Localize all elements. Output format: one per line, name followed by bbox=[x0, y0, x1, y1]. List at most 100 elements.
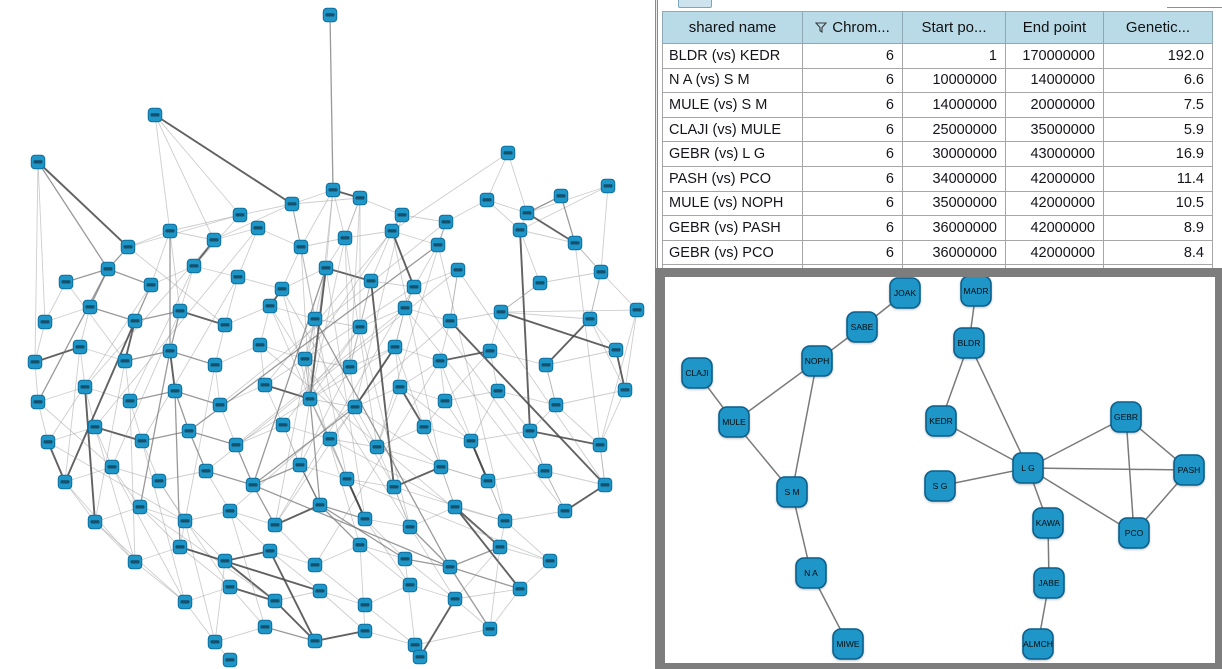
cell-shared-name[interactable]: MULE (vs) NOPH bbox=[662, 190, 803, 217]
table-row[interactable]: GEBR (vs) PASH 6 36000000 42000000 8.9 bbox=[662, 215, 1213, 241]
overview-node[interactable] bbox=[387, 339, 403, 355]
detail-node-madr[interactable]: MADR bbox=[960, 277, 992, 307]
overview-node[interactable] bbox=[228, 437, 244, 453]
table-row[interactable]: NOPH (vs) S M636000000420000009.9 bbox=[662, 264, 1213, 268]
overview-node[interactable] bbox=[292, 457, 308, 473]
overview-node[interactable] bbox=[262, 298, 278, 314]
overview-node[interactable] bbox=[557, 503, 573, 519]
cell-value[interactable]: 14000000 bbox=[1005, 67, 1104, 94]
overview-node[interactable] bbox=[597, 477, 613, 493]
cell-shared-name[interactable]: BLDR (vs) KEDR bbox=[662, 43, 803, 69]
overview-node[interactable] bbox=[592, 437, 608, 453]
overview-node[interactable] bbox=[40, 434, 56, 450]
overview-node[interactable] bbox=[463, 433, 479, 449]
overview-node[interactable] bbox=[537, 463, 553, 479]
cell-value[interactable]: 36000000 bbox=[902, 239, 1006, 266]
overview-node[interactable] bbox=[30, 394, 46, 410]
cell-shared-name[interactable]: PASH (vs) PCO bbox=[662, 165, 803, 192]
detail-node-shape[interactable] bbox=[846, 311, 878, 343]
cell-value[interactable]: 43000000 bbox=[1005, 141, 1104, 167]
overview-node[interactable] bbox=[406, 279, 422, 295]
overview-node[interactable] bbox=[352, 190, 368, 206]
detail-node-shape[interactable] bbox=[1118, 517, 1150, 549]
detail-node-almch[interactable]: ALMCH bbox=[1022, 628, 1054, 660]
cell-value[interactable]: 42000000 bbox=[1005, 239, 1104, 266]
overview-node[interactable] bbox=[100, 261, 116, 277]
cell-value[interactable]: 8.4 bbox=[1103, 239, 1213, 266]
overview-node[interactable] bbox=[500, 145, 516, 161]
panel-divider[interactable] bbox=[655, 0, 658, 268]
cell-value[interactable]: 6 bbox=[802, 190, 903, 217]
detail-edge-l-g-pco[interactable] bbox=[1027, 467, 1135, 534]
detail-node-shape[interactable] bbox=[681, 357, 713, 389]
overview-node[interactable] bbox=[262, 543, 278, 559]
detail-node-shape[interactable] bbox=[1032, 507, 1064, 539]
overview-node[interactable] bbox=[407, 637, 423, 653]
detail-node-jabe[interactable]: JABE bbox=[1033, 567, 1065, 599]
overview-node[interactable] bbox=[134, 433, 150, 449]
overview-node[interactable] bbox=[386, 479, 402, 495]
overview-node[interactable] bbox=[87, 514, 103, 530]
overview-node[interactable] bbox=[177, 594, 193, 610]
overview-node[interactable] bbox=[402, 577, 418, 593]
overview-node[interactable] bbox=[497, 513, 513, 529]
overview-node[interactable] bbox=[357, 511, 373, 527]
overview-node[interactable] bbox=[593, 264, 609, 280]
overview-node[interactable] bbox=[104, 459, 120, 475]
overview-node[interactable] bbox=[397, 551, 413, 567]
table-row[interactable]: GEBR (vs) L G 6 30000000 43000000 16.9 bbox=[662, 141, 1213, 167]
overview-node[interactable] bbox=[87, 419, 103, 435]
overview-node[interactable] bbox=[297, 351, 313, 367]
overview-node[interactable] bbox=[617, 382, 633, 398]
overview-node[interactable] bbox=[447, 499, 463, 515]
overview-node[interactable] bbox=[293, 239, 309, 255]
cell-value[interactable]: 5.9 bbox=[1103, 116, 1213, 143]
detail-node-shape[interactable] bbox=[1033, 567, 1065, 599]
cell-value[interactable]: 6 bbox=[802, 67, 903, 94]
overview-node[interactable] bbox=[416, 419, 432, 435]
overview-node[interactable] bbox=[252, 337, 268, 353]
detail-node-shape[interactable] bbox=[1022, 628, 1054, 660]
cell-value[interactable]: 1 bbox=[902, 43, 1006, 69]
detail-node-shape[interactable] bbox=[1110, 401, 1142, 433]
overview-node[interactable] bbox=[117, 353, 133, 369]
overview-node[interactable] bbox=[151, 473, 167, 489]
overview-node[interactable] bbox=[442, 559, 458, 575]
overview-node[interactable] bbox=[629, 302, 645, 318]
filter-icon[interactable] bbox=[815, 21, 828, 33]
overview-node[interactable] bbox=[447, 591, 463, 607]
detail-node-miwe[interactable]: MIWE bbox=[832, 628, 864, 660]
overview-node[interactable] bbox=[222, 579, 238, 595]
overview-node[interactable] bbox=[217, 317, 233, 333]
cell-value[interactable]: 6 bbox=[802, 141, 903, 167]
overview-node[interactable] bbox=[582, 311, 598, 327]
detail-node-shape[interactable] bbox=[925, 405, 957, 437]
detail-node-s-m[interactable]: S M bbox=[776, 476, 808, 508]
overview-node[interactable] bbox=[206, 232, 222, 248]
overview-node[interactable] bbox=[274, 281, 290, 297]
overview-node[interactable] bbox=[493, 304, 509, 320]
cell-value[interactable]: 30000000 bbox=[902, 141, 1006, 167]
overview-node[interactable] bbox=[369, 439, 385, 455]
overview-node[interactable] bbox=[548, 397, 564, 413]
overview-node[interactable] bbox=[222, 503, 238, 519]
overview-node[interactable] bbox=[284, 196, 300, 212]
table-row[interactable]: CLAJI (vs) MULE 6 25000000 35000000 5.9 bbox=[662, 116, 1213, 143]
overview-node[interactable] bbox=[322, 7, 338, 23]
detail-node-bldr[interactable]: BLDR bbox=[953, 327, 985, 359]
overview-node[interactable] bbox=[342, 359, 358, 375]
overview-node[interactable] bbox=[57, 474, 73, 490]
overview-node[interactable] bbox=[392, 379, 408, 395]
overview-node[interactable] bbox=[480, 473, 496, 489]
cell-value[interactable]: 6 bbox=[802, 165, 903, 192]
detail-node-shape[interactable] bbox=[832, 628, 864, 660]
overview-node[interactable] bbox=[72, 339, 88, 355]
cell-value[interactable]: 42000000 bbox=[1005, 215, 1104, 241]
column-header-shared-name[interactable]: shared name bbox=[662, 11, 803, 44]
overview-node[interactable] bbox=[490, 383, 506, 399]
cell-value[interactable]: 16.9 bbox=[1103, 141, 1213, 167]
overview-node[interactable] bbox=[567, 235, 583, 251]
detail-node-shape[interactable] bbox=[795, 557, 827, 589]
overview-node[interactable] bbox=[267, 593, 283, 609]
detail-node-l-g[interactable]: L G bbox=[1012, 452, 1044, 484]
